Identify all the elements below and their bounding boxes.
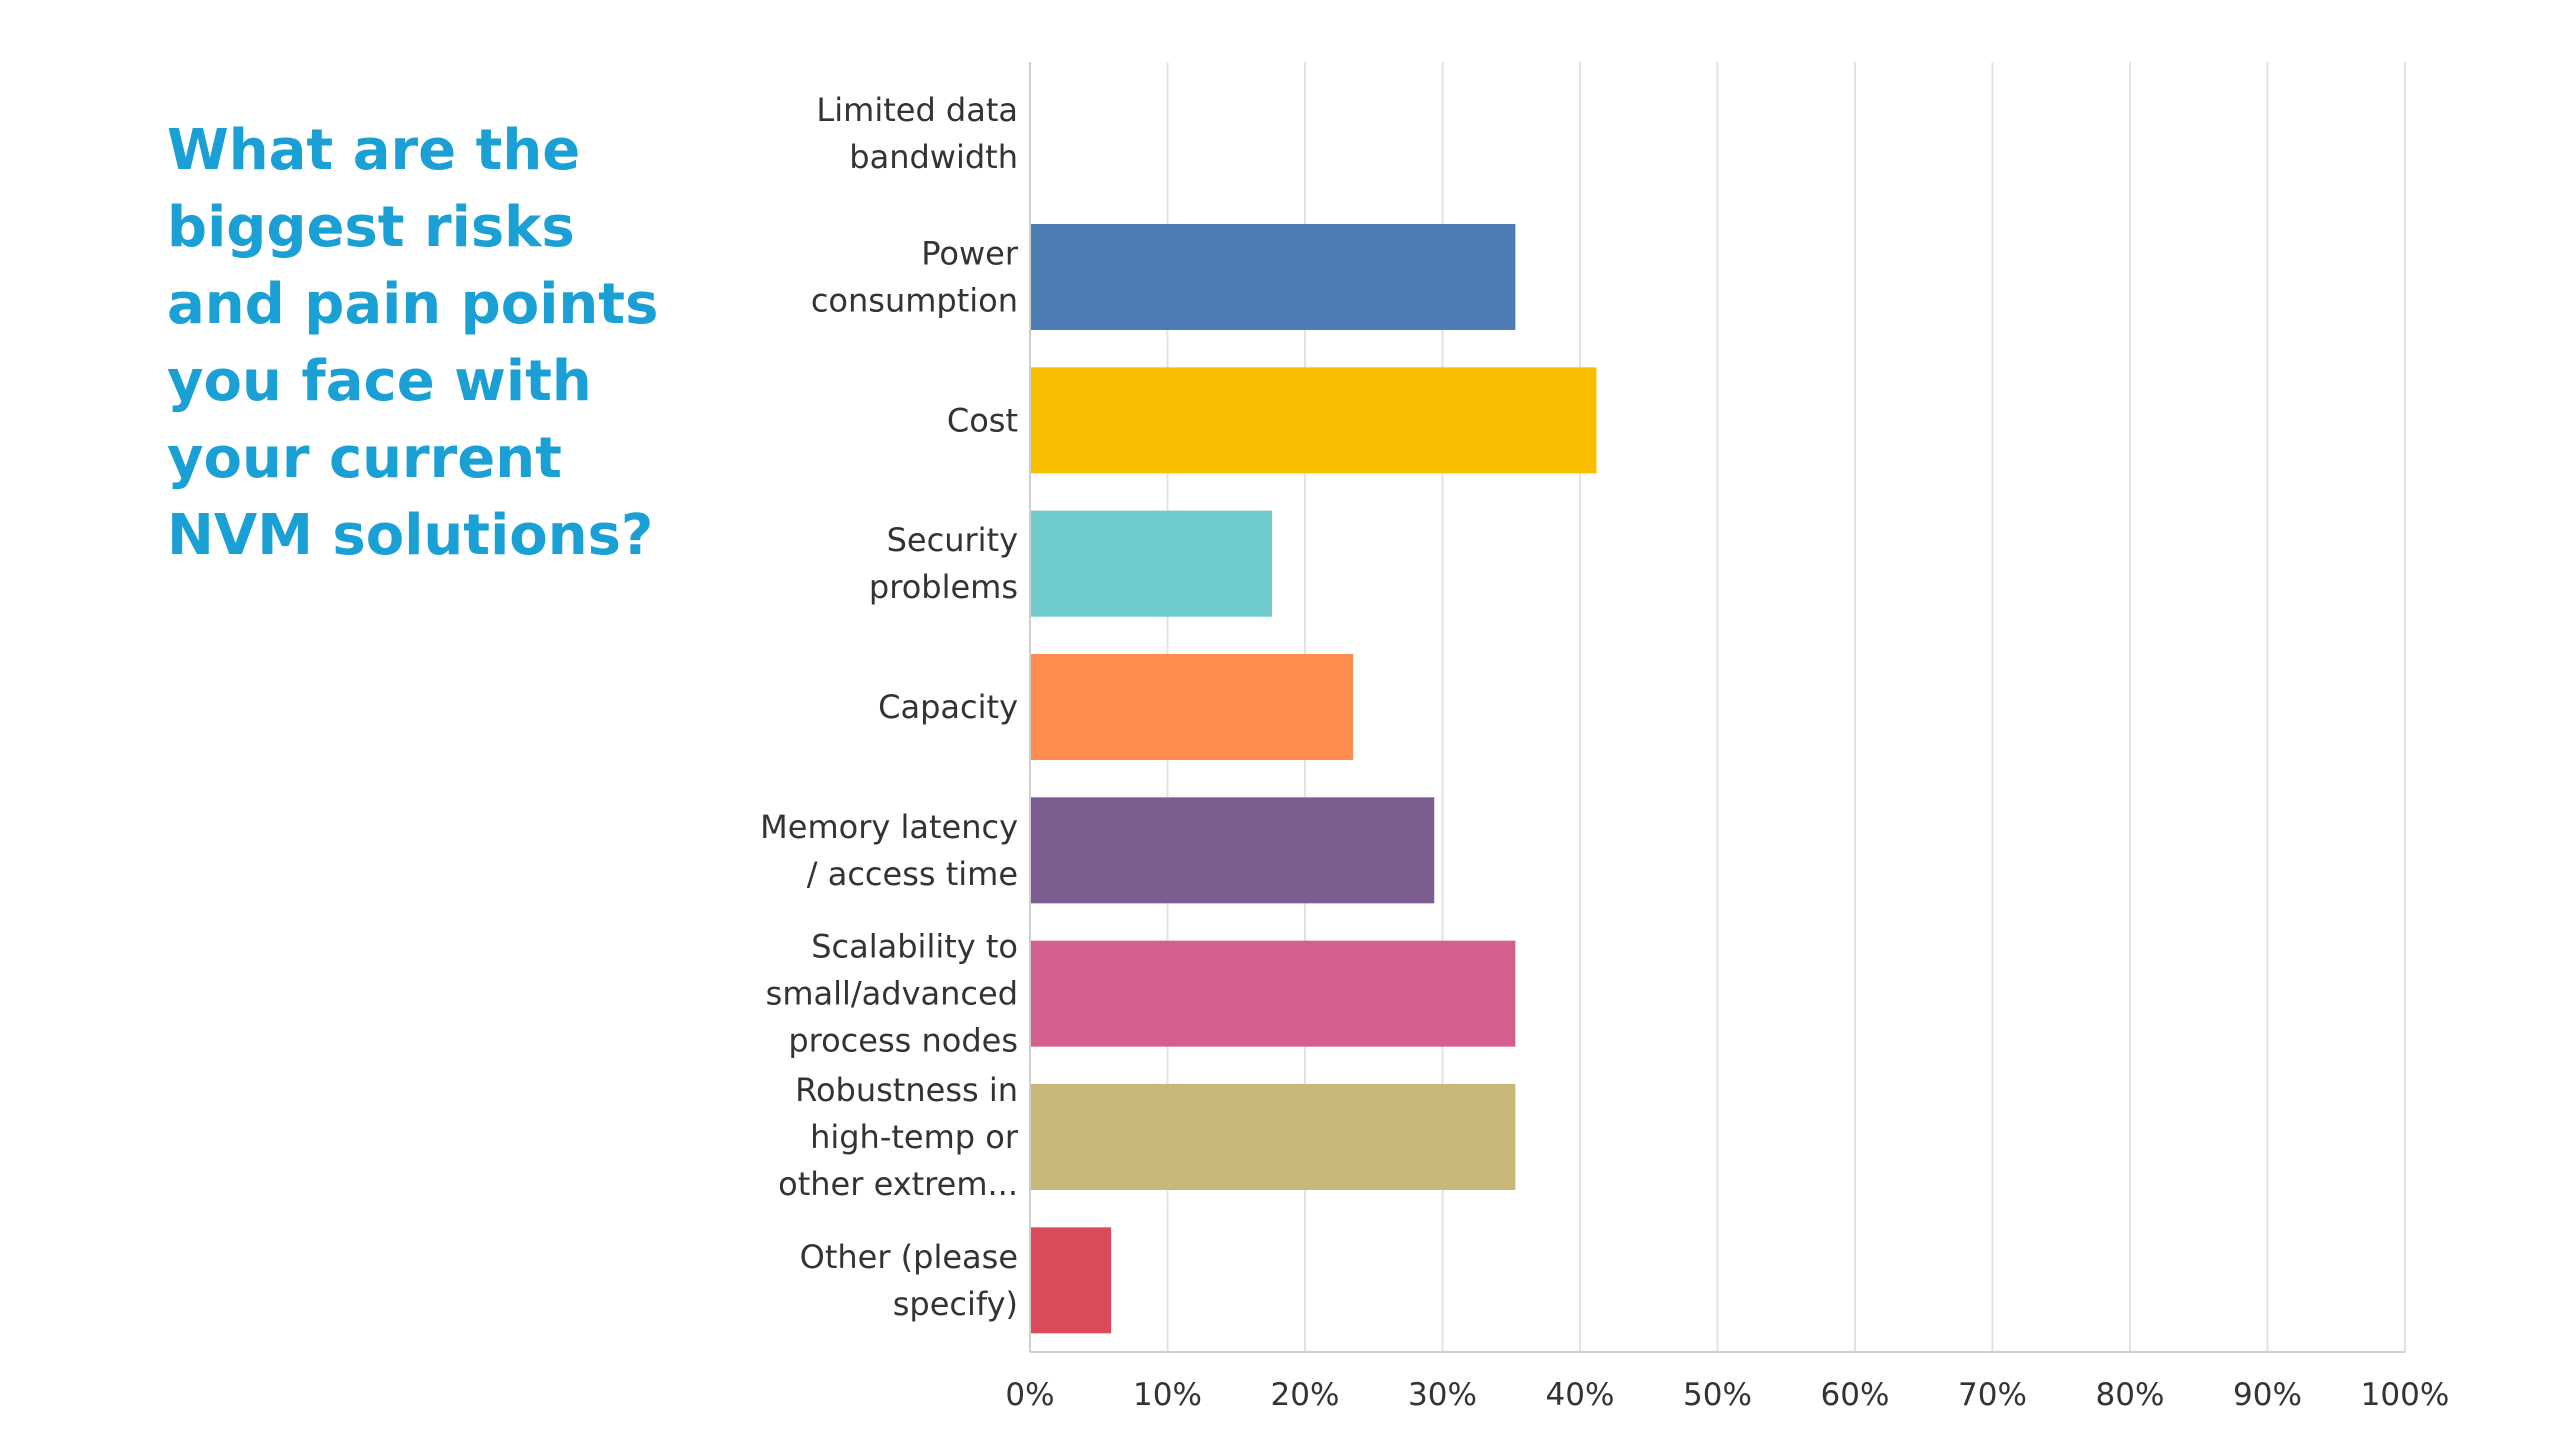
bar bbox=[1030, 510, 1272, 617]
category-label: specify) bbox=[893, 1285, 1018, 1323]
category-label: Cost bbox=[947, 401, 1018, 439]
x-tick-label: 30% bbox=[1408, 1377, 1477, 1413]
category-label: / access time bbox=[807, 855, 1018, 893]
bar bbox=[1030, 797, 1435, 904]
bars bbox=[1030, 224, 1597, 1334]
x-tick-label: 50% bbox=[1683, 1377, 1752, 1413]
bar bbox=[1030, 1227, 1112, 1334]
category-label: process nodes bbox=[788, 1022, 1018, 1060]
category-labels: Limited data bandwidth Power consumption Cos… bbox=[760, 91, 1019, 1323]
category-label: Limited data bbox=[816, 91, 1018, 129]
question-title: What are the biggest risks and pain poin… bbox=[167, 118, 659, 568]
bar bbox=[1030, 1084, 1516, 1190]
category-label: Security bbox=[887, 521, 1018, 559]
category-label: consumption bbox=[811, 282, 1018, 320]
category-label: Capacity bbox=[878, 688, 1018, 726]
x-tick-label: 60% bbox=[1821, 1377, 1890, 1413]
x-tick-label: 90% bbox=[2233, 1377, 2302, 1413]
bar bbox=[1030, 224, 1516, 330]
category-label: Other (please bbox=[800, 1238, 1018, 1276]
category-label: small/advanced bbox=[766, 975, 1018, 1013]
bar bbox=[1030, 654, 1354, 760]
x-tick-label: 20% bbox=[1271, 1377, 1340, 1413]
bar bbox=[1030, 940, 1516, 1047]
x-tick-label: 40% bbox=[1546, 1377, 1615, 1413]
x-tick-label: 70% bbox=[1958, 1377, 2027, 1413]
category-label: Scalability to bbox=[811, 928, 1018, 966]
x-tick-label: 10% bbox=[1133, 1377, 1202, 1413]
category-label: problems bbox=[869, 568, 1018, 606]
category-label: Memory latency bbox=[760, 808, 1018, 846]
category-label: bandwidth bbox=[849, 138, 1018, 176]
x-tick-labels: 0% 10% 20% 30% 40% 50% 60% 70% 80% 90% 100% bbox=[1005, 1377, 2449, 1413]
axes bbox=[1029, 62, 2405, 1353]
x-tick-label: 0% bbox=[1005, 1377, 1054, 1413]
category-label: other extrem... bbox=[778, 1165, 1018, 1203]
category-label: high-temp or bbox=[810, 1118, 1019, 1156]
category-label: Robustness in bbox=[795, 1071, 1018, 1109]
bar bbox=[1030, 367, 1597, 474]
category-label: Power bbox=[921, 235, 1019, 273]
x-tick-label: 100% bbox=[2361, 1377, 2450, 1413]
x-tick-label: 80% bbox=[2096, 1377, 2165, 1413]
